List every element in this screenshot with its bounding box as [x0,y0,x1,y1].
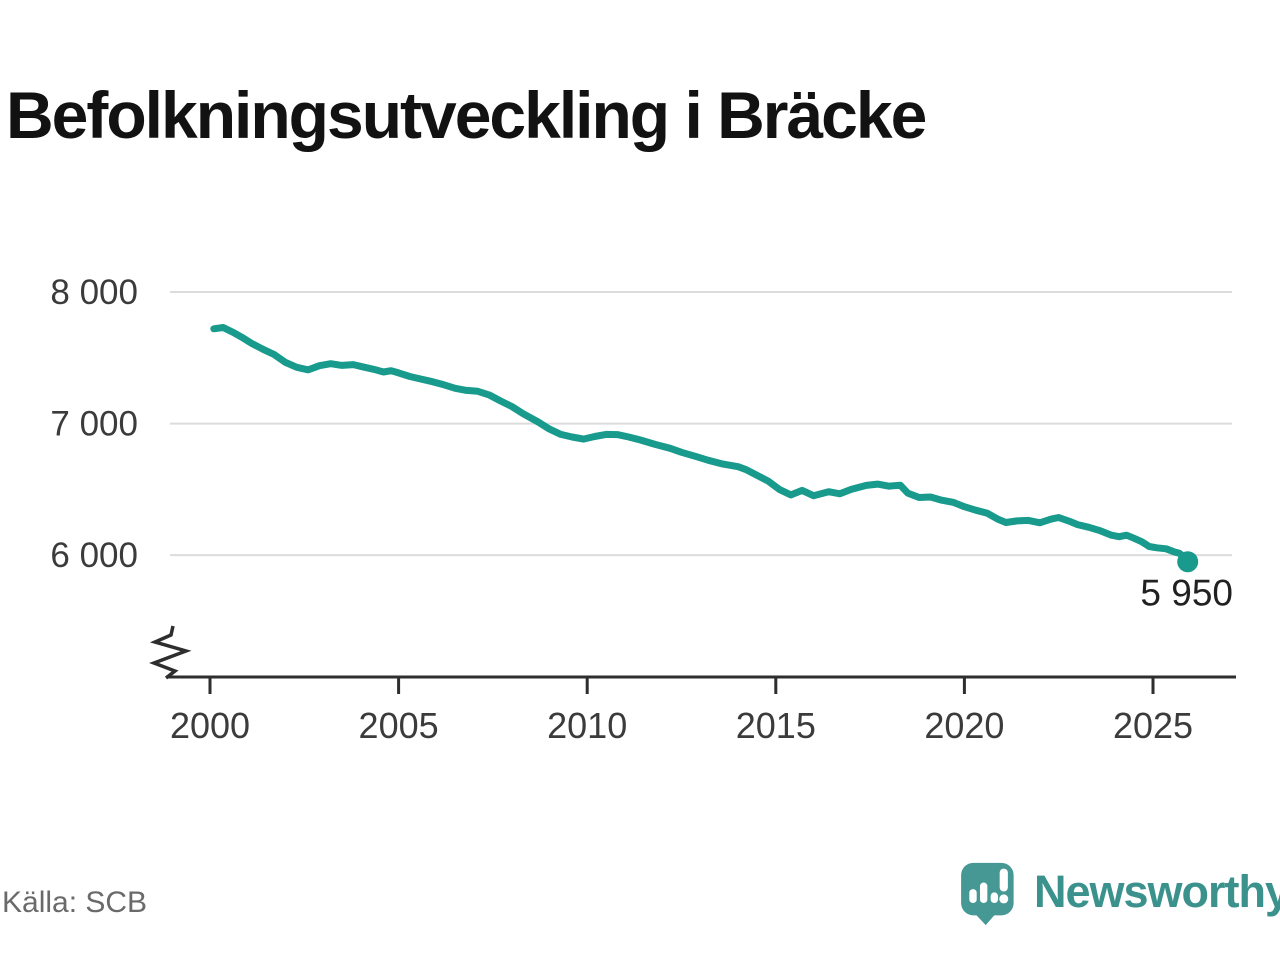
latest-value-label: 5 950 [1140,573,1233,614]
x-tick-label: 2025 [1113,705,1193,746]
chart-title: Befolkningsutveckling i Bräcke [6,78,927,153]
y-tick-label: 6 000 [50,536,138,575]
y-tick-label: 8 000 [50,273,138,312]
y-tick-label: 7 000 [50,405,138,444]
x-tick-label: 2015 [736,705,816,746]
newsworthy-wordmark: Newsworthy [1034,865,1280,917]
newsworthy-bubble-chart-icon [961,862,1014,926]
latest-point-marker [1177,551,1199,573]
x-tick-label: 2000 [170,705,250,746]
x-tick-label: 2020 [924,705,1004,746]
source-note: Källa: SCB [2,886,148,919]
population-line [210,324,1192,566]
x-tick-label: 2010 [547,705,627,746]
newsworthy-logo: Newsworthy [960,862,1280,926]
axis-break-icon [149,625,192,680]
x-tick-label: 2005 [359,705,439,746]
